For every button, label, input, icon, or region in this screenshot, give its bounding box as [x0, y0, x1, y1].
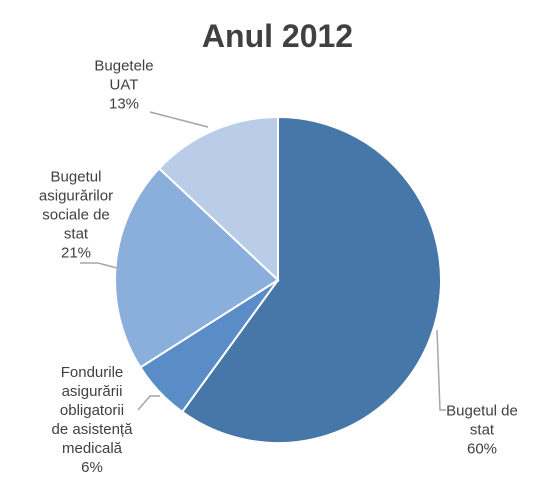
leader-line	[80, 262, 118, 269]
value-label: 60%	[466, 440, 498, 458]
slice-label: Fondurile asigurării obligatorii de asis…	[52, 363, 133, 477]
leader-line	[436, 329, 446, 411]
slice-label: Bugetul asigurărilor sociale de stat 21%	[39, 168, 113, 263]
chart-title: Anul 2012	[201, 18, 354, 54]
value-label: 21%	[60, 244, 92, 262]
pie-slice	[180, 115, 442, 444]
leader-line	[137, 395, 160, 411]
value-label: 13%	[108, 95, 140, 113]
slice-label: Bugetele UAT 13%	[94, 57, 153, 114]
value-label: 6%	[81, 459, 103, 476]
category-label: Bugetul de stat	[446, 402, 518, 439]
leader-line	[149, 111, 209, 128]
slice-label: Bugetul de stat 60%	[446, 402, 518, 459]
category-label: Bugetul asigurărilor sociale de stat	[38, 168, 114, 243]
category-label: Fondurile asigurării obligatorii de asis…	[51, 364, 133, 457]
category-label: Bugetele UAT	[94, 57, 154, 94]
pie-slice	[157, 115, 279, 283]
pie-slice	[114, 167, 280, 369]
